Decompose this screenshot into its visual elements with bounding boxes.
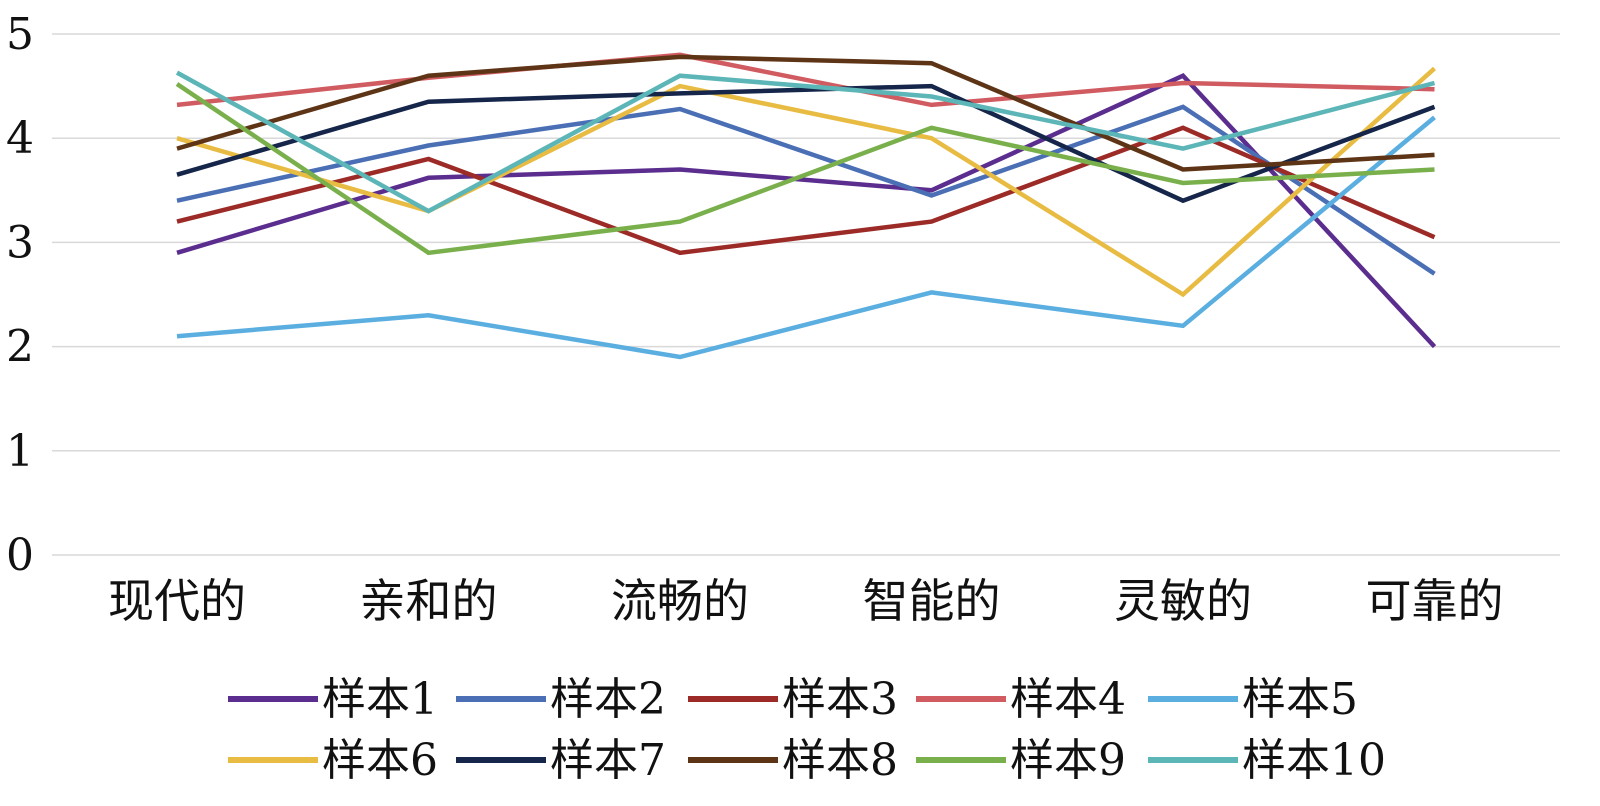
legend-label: 样本3 (782, 674, 898, 725)
legend-item: 样本5 (1148, 674, 1358, 725)
x-axis-category-labels: 现代的 亲和的 流畅的 智能的 灵敏的 可靠的 (108, 574, 1504, 628)
y-tick-label: 4 (6, 113, 34, 164)
y-tick-label: 2 (6, 322, 34, 373)
series-line-9 (175, 82, 1435, 256)
legend-label: 样本1 (322, 674, 438, 725)
legend-label: 样本7 (550, 735, 666, 786)
series-lines (175, 52, 1437, 360)
legend-item: 样本8 (688, 735, 898, 786)
y-tick-label: 0 (6, 530, 34, 581)
series-line-5 (176, 115, 1436, 360)
legend-label: 样本10 (1242, 735, 1386, 786)
legend-item: 样本10 (1148, 735, 1386, 786)
legend-item: 样本1 (228, 674, 438, 725)
series-line-3 (176, 125, 1436, 256)
x-category-label: 亲和的 (360, 574, 498, 628)
legend-item: 样本9 (916, 735, 1126, 786)
series-line-2 (176, 104, 1436, 276)
legend-label: 样本4 (1010, 674, 1126, 725)
legend-label: 样本2 (550, 674, 666, 725)
series-line-10 (175, 70, 1436, 214)
x-category-label: 可靠的 (1366, 574, 1504, 628)
legend-label: 样本5 (1242, 674, 1358, 725)
legend-item: 样本4 (916, 674, 1126, 725)
legend-item: 样本3 (688, 674, 898, 725)
legend-item: 样本7 (456, 735, 666, 786)
legend-label: 样本8 (782, 735, 898, 786)
legend-label: 样本9 (1010, 735, 1126, 786)
x-category-label: 现代的 (108, 574, 246, 628)
y-tick-label: 1 (6, 426, 34, 477)
legend-label: 样本6 (322, 735, 438, 786)
legend-item: 样本2 (456, 674, 666, 725)
y-axis-tick-labels: 0 1 2 3 4 5 (6, 9, 34, 581)
y-tick-label: 5 (6, 9, 34, 60)
x-category-label: 灵敏的 (1114, 574, 1252, 628)
x-category-label: 智能的 (863, 574, 1001, 628)
series-line-7 (176, 83, 1436, 204)
y-tick-label: 3 (6, 217, 34, 268)
series-line-4 (176, 52, 1435, 108)
series-line-8 (176, 54, 1435, 172)
series-line-6 (176, 66, 1437, 298)
legend-item: 样本6 (228, 735, 438, 786)
x-category-label: 流畅的 (611, 574, 749, 628)
legend: 样本1 样本2 样本3 样本4 样本5 样本6 样本7 样本8 样本9 样本10 (228, 674, 1386, 786)
